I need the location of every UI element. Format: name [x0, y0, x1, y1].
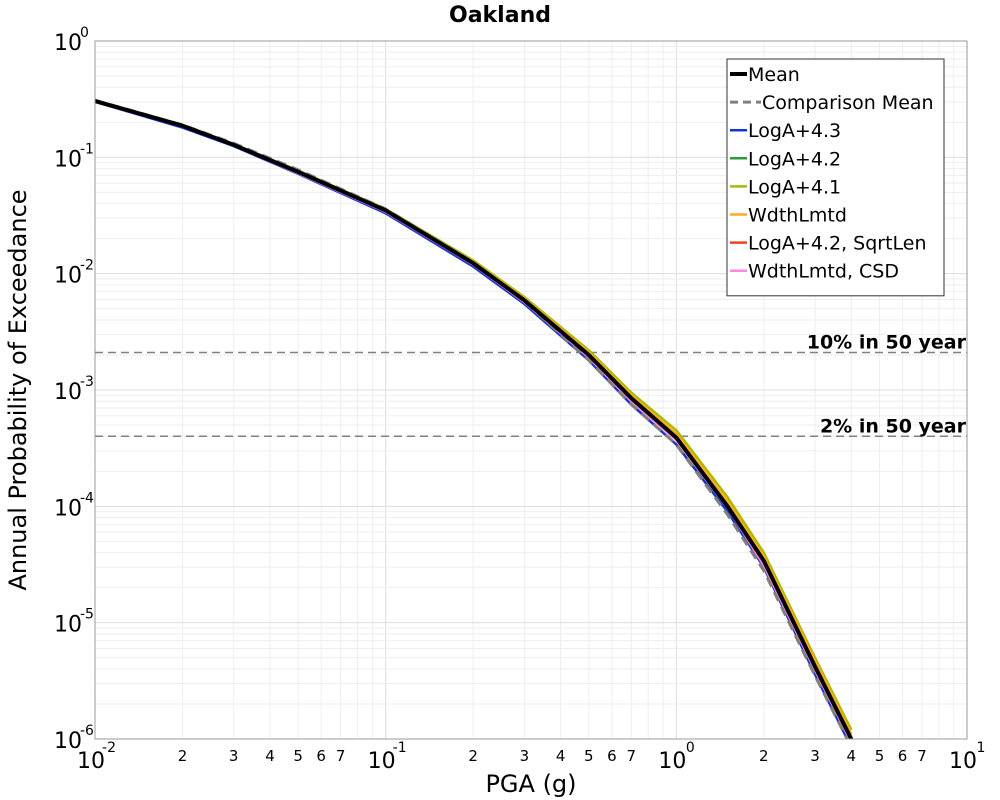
y-tick-label: 10: [54, 613, 82, 638]
x-minor-tick-label: 2: [178, 747, 188, 765]
legend: Mean Comparison Mean LogA+4.3 LogA+4.2 LogA+…: [726, 58, 945, 297]
y-tick-exponent: 0: [80, 25, 89, 41]
x-axis-label: PGA (g): [485, 770, 576, 798]
legend-entry: LogA+4.2, SqrtLen: [748, 233, 927, 255]
x-minor-tick-label: 5: [293, 747, 303, 765]
y-axis-label: Annual Probability of Exceedance: [4, 189, 32, 590]
legend-entry: LogA+4.2: [748, 148, 841, 170]
legend-entry: Mean: [748, 64, 800, 86]
legend-box: [726, 58, 945, 297]
reference-line-label: 10% in 50 year: [807, 332, 967, 354]
y-tick-label: 10: [54, 729, 82, 754]
x-minor-tick-label: 5: [584, 747, 594, 765]
legend-entry: LogA+4.1: [748, 176, 841, 198]
series-line-mean: [95, 99, 854, 739]
x-minor-tick-label: 6: [607, 747, 617, 765]
chart-title: Oakland: [449, 3, 551, 28]
y-tick-exponent: -6: [80, 723, 94, 739]
y-tick-exponent: -3: [80, 374, 94, 390]
x-tick-label: 10: [77, 749, 105, 774]
x-minor-tick-label: 4: [847, 747, 857, 765]
y-tick-exponent: -4: [80, 490, 94, 506]
x-minor-tick-label: 4: [556, 747, 566, 765]
y-tick-exponent: -2: [80, 258, 94, 274]
legend-entry: Comparison Mean: [762, 92, 934, 114]
x-minor-tick-label: 7: [917, 747, 927, 765]
x-tick-exponent: -1: [393, 740, 407, 756]
x-minor-tick-label: 3: [229, 747, 239, 765]
x-minor-tick-label: 7: [627, 747, 637, 765]
legend-entry: LogA+4.3: [748, 120, 841, 142]
y-tick-label: 10: [54, 147, 82, 172]
x-tick-label: 10: [368, 749, 396, 774]
y-tick-label: 10: [54, 31, 82, 56]
x-minor-tick-label: 3: [520, 747, 530, 765]
y-tick-exponent: -5: [80, 607, 94, 623]
y-tick-label: 10: [54, 264, 82, 289]
y-tick-exponent: -1: [80, 141, 94, 157]
reference-lines: 10% in 50 year 2% in 50 year: [95, 332, 967, 437]
series-layer: [95, 98, 854, 739]
x-minor-tick-label: 3: [810, 747, 820, 765]
x-minor-tick-label: 4: [265, 747, 275, 765]
x-minor-tick-label: 7: [336, 747, 346, 765]
x-tick-label: 10: [658, 749, 686, 774]
x-minor-tick-label: 2: [759, 747, 769, 765]
x-tick-label: 10: [949, 749, 977, 774]
x-minor-tick-label: 6: [316, 747, 326, 765]
reference-line-label: 2% in 50 year: [820, 415, 967, 437]
x-minor-tick-label: 2: [468, 747, 478, 765]
y-tick-label: 10: [54, 380, 82, 405]
plot-frame: [94, 40, 968, 740]
series-line-comparison-mean: [95, 98, 849, 739]
x-minor-tick-label: 5: [875, 747, 885, 765]
x-tick-exponent: 1: [977, 740, 986, 756]
x-minor-tick-label: 6: [898, 747, 908, 765]
x-tick-exponent: -2: [102, 740, 116, 756]
x-tick-exponent: 0: [686, 740, 695, 756]
y-tick-label: 10: [54, 496, 82, 521]
legend-entry: WdthLmtd: [748, 205, 847, 227]
grid: [94, 41, 967, 740]
legend-entry: WdthLmtd, CSD: [748, 261, 899, 283]
